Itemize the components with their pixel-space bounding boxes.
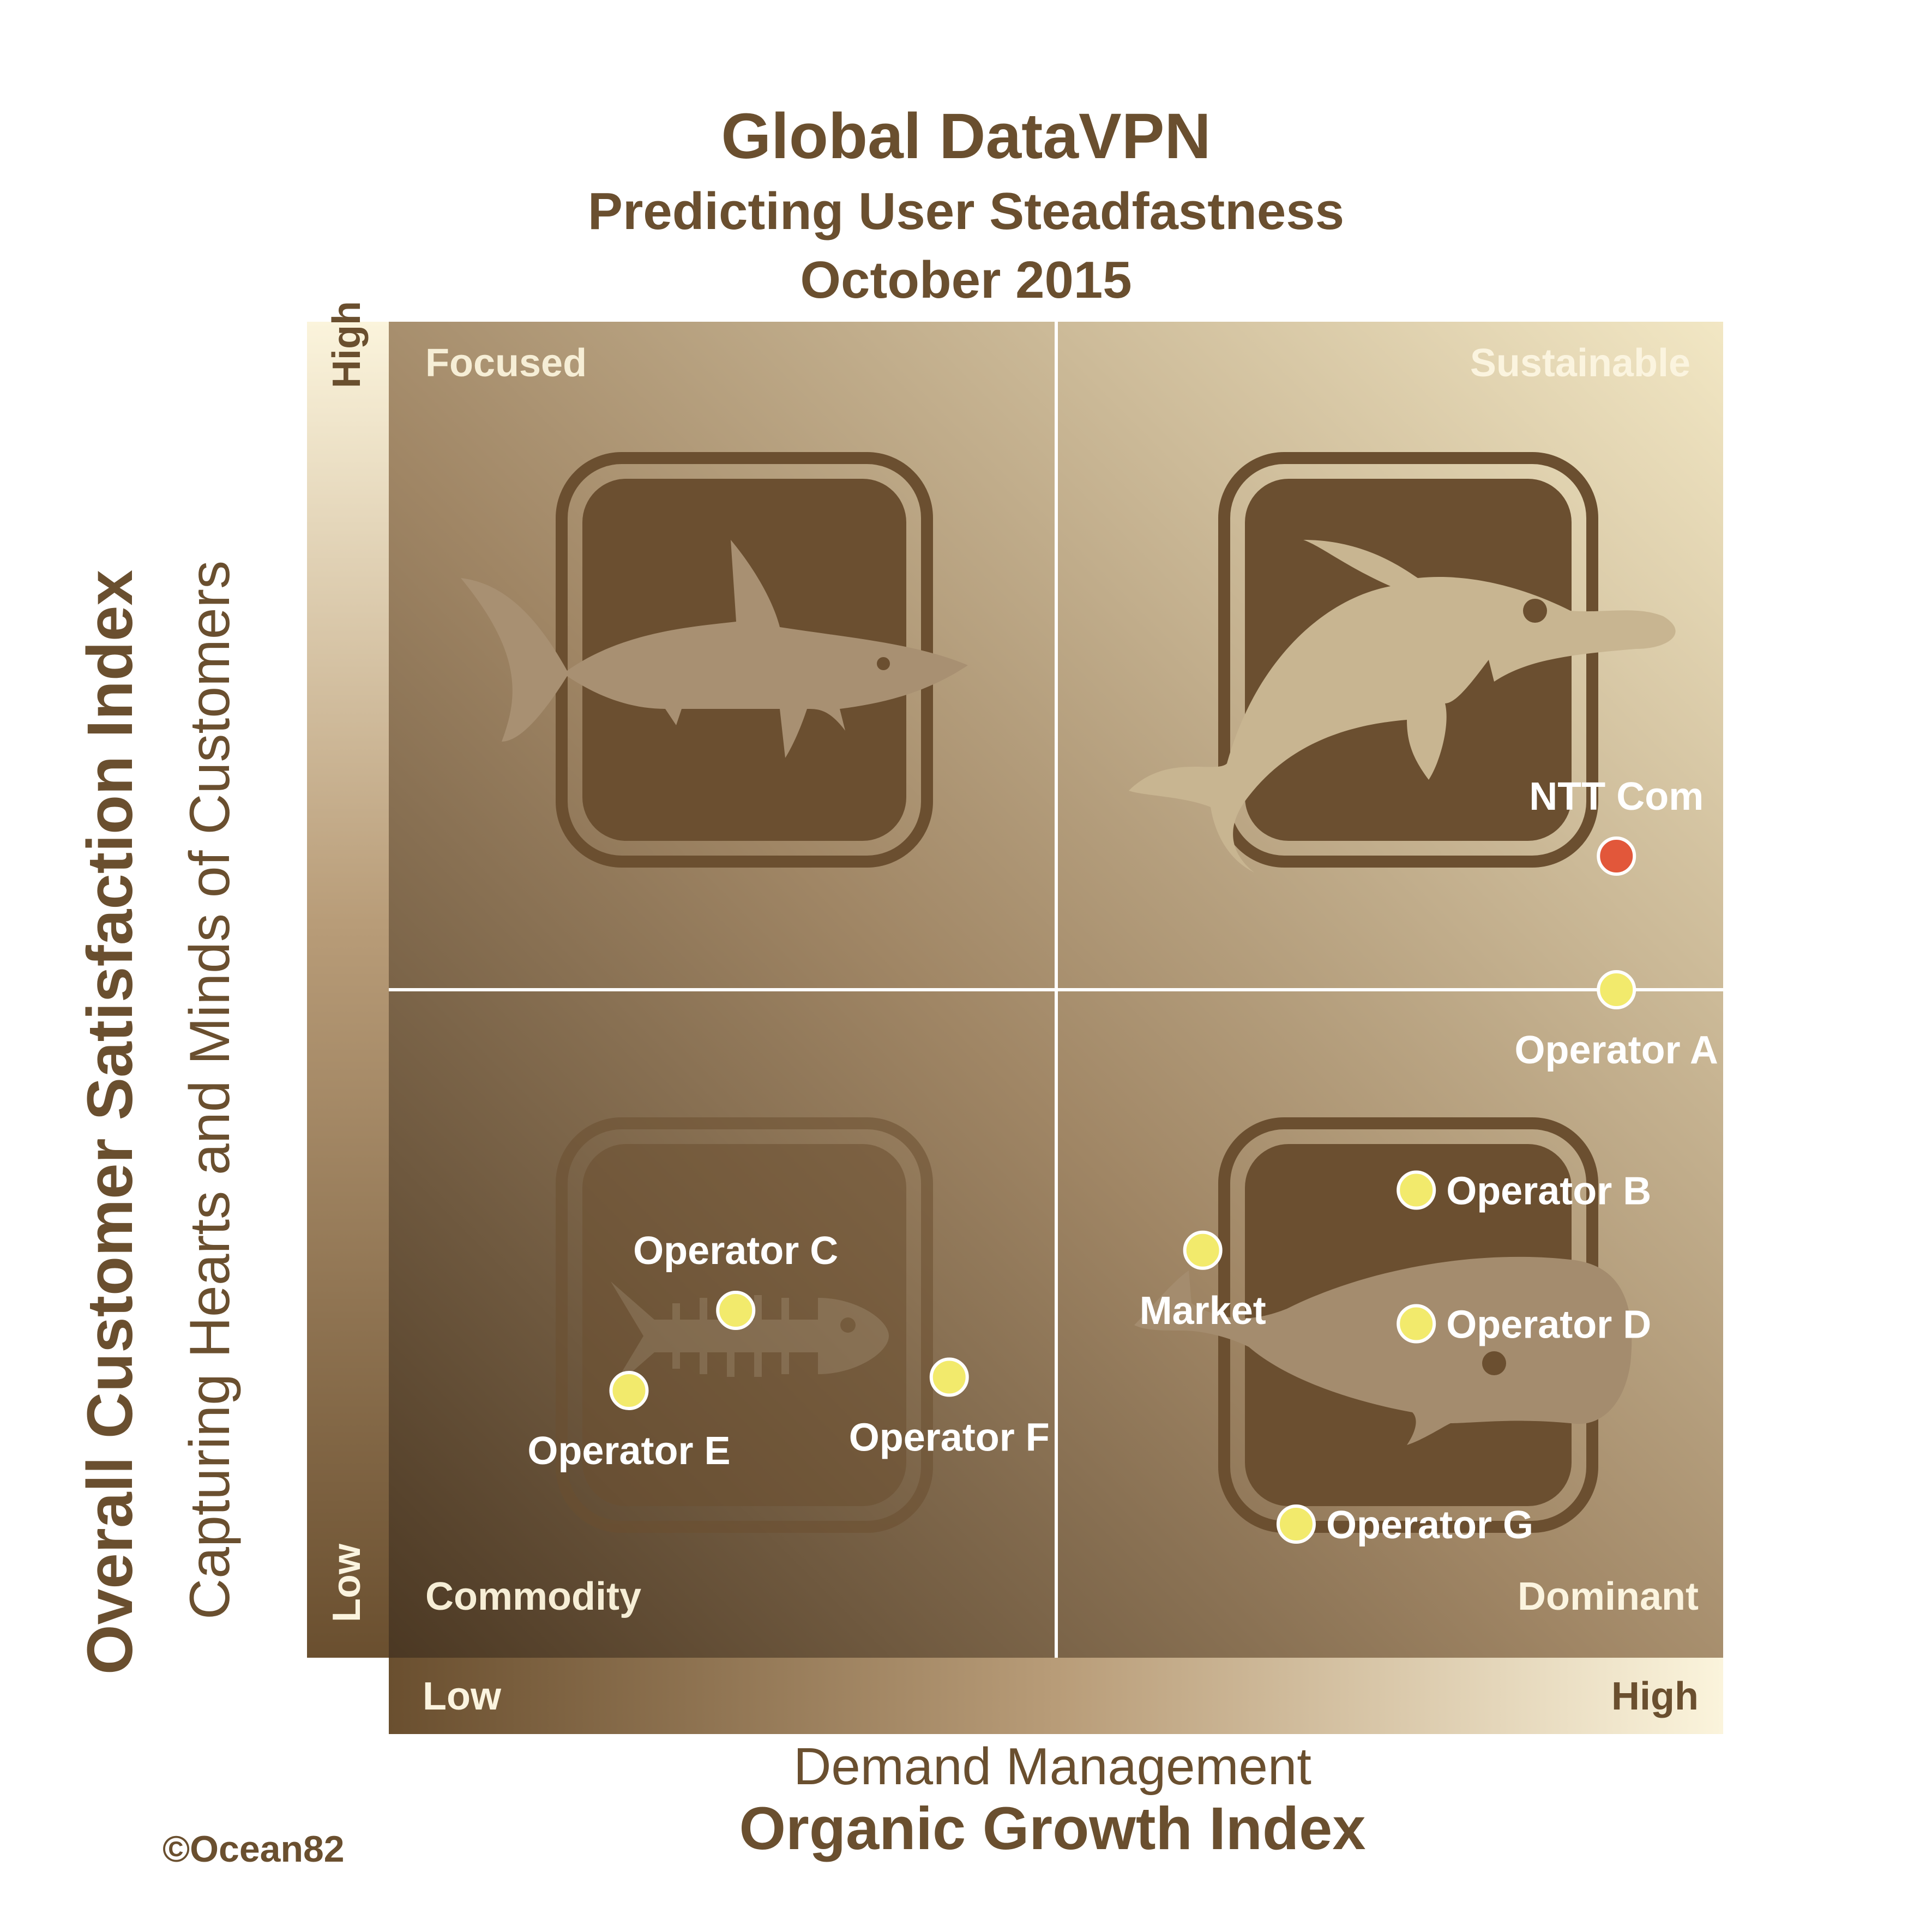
- chart-title: Global DataVPN: [721, 100, 1211, 172]
- quadrant-label-sustainable: Sustainable: [1470, 341, 1690, 385]
- x-axis-low-label: Low: [423, 1675, 502, 1718]
- data-point-operator-f: [929, 1357, 969, 1397]
- data-label-operator-b: Operator B: [1446, 1170, 1651, 1213]
- x-axis-high-label: High: [1611, 1675, 1699, 1718]
- dolphin-icon: [1129, 452, 1676, 872]
- data-points: NTT Com Operator A Operator B Operator D Mar…: [527, 775, 1718, 1547]
- shark-icon: [461, 452, 968, 868]
- data-point-operator-b: [1397, 1170, 1436, 1210]
- data-point-operator-d: [1397, 1304, 1436, 1344]
- copyright-notice: ©Ocean82: [162, 1828, 345, 1870]
- y-axis-title: Overall Customer Satisfaction Index: [74, 569, 146, 1675]
- data-point-operator-e: [609, 1371, 649, 1410]
- data-point-ntt-com: [1597, 836, 1636, 876]
- y-axis-subtitle: Capturing Hearts and Minds of Customers: [178, 560, 242, 1620]
- data-label-operator-g: Operator G: [1326, 1503, 1533, 1547]
- x-axis-title: Organic Growth Index: [739, 1795, 1366, 1862]
- data-point-market: [1183, 1230, 1223, 1270]
- y-axis-low-label: Low: [325, 1543, 369, 1622]
- data-label-operator-f: Operator F: [849, 1416, 1050, 1460]
- y-axis-high-label: High: [325, 301, 369, 388]
- data-point-operator-c: [716, 1291, 756, 1330]
- quadrant-label-commodity: Commodity: [425, 1575, 641, 1618]
- data-label-ntt-com: NTT Com: [1529, 775, 1704, 818]
- y-axis-gradient-bar: [307, 322, 389, 1658]
- data-label-operator-d: Operator D: [1446, 1303, 1651, 1347]
- x-axis-gradient-bar: [389, 1658, 1723, 1734]
- quadrant-label-focused: Focused: [425, 341, 587, 385]
- data-label-operator-a: Operator A: [1515, 1028, 1718, 1072]
- data-label-market: Market: [1140, 1289, 1266, 1333]
- data-label-operator-c: Operator C: [633, 1229, 838, 1273]
- data-point-operator-a: [1597, 970, 1636, 1009]
- chart-title-block: Global DataVPN Predicting User Steadfast…: [0, 95, 1932, 315]
- data-label-operator-e: Operator E: [527, 1429, 730, 1473]
- chart-date: October 2015: [800, 251, 1132, 309]
- chart-subtitle: Predicting User Steadfastness: [587, 182, 1345, 240]
- data-point-operator-g: [1276, 1504, 1316, 1544]
- quadrant-label-dominant: Dominant: [1518, 1575, 1699, 1618]
- x-axis-subtitle: Demand Management: [793, 1737, 1311, 1796]
